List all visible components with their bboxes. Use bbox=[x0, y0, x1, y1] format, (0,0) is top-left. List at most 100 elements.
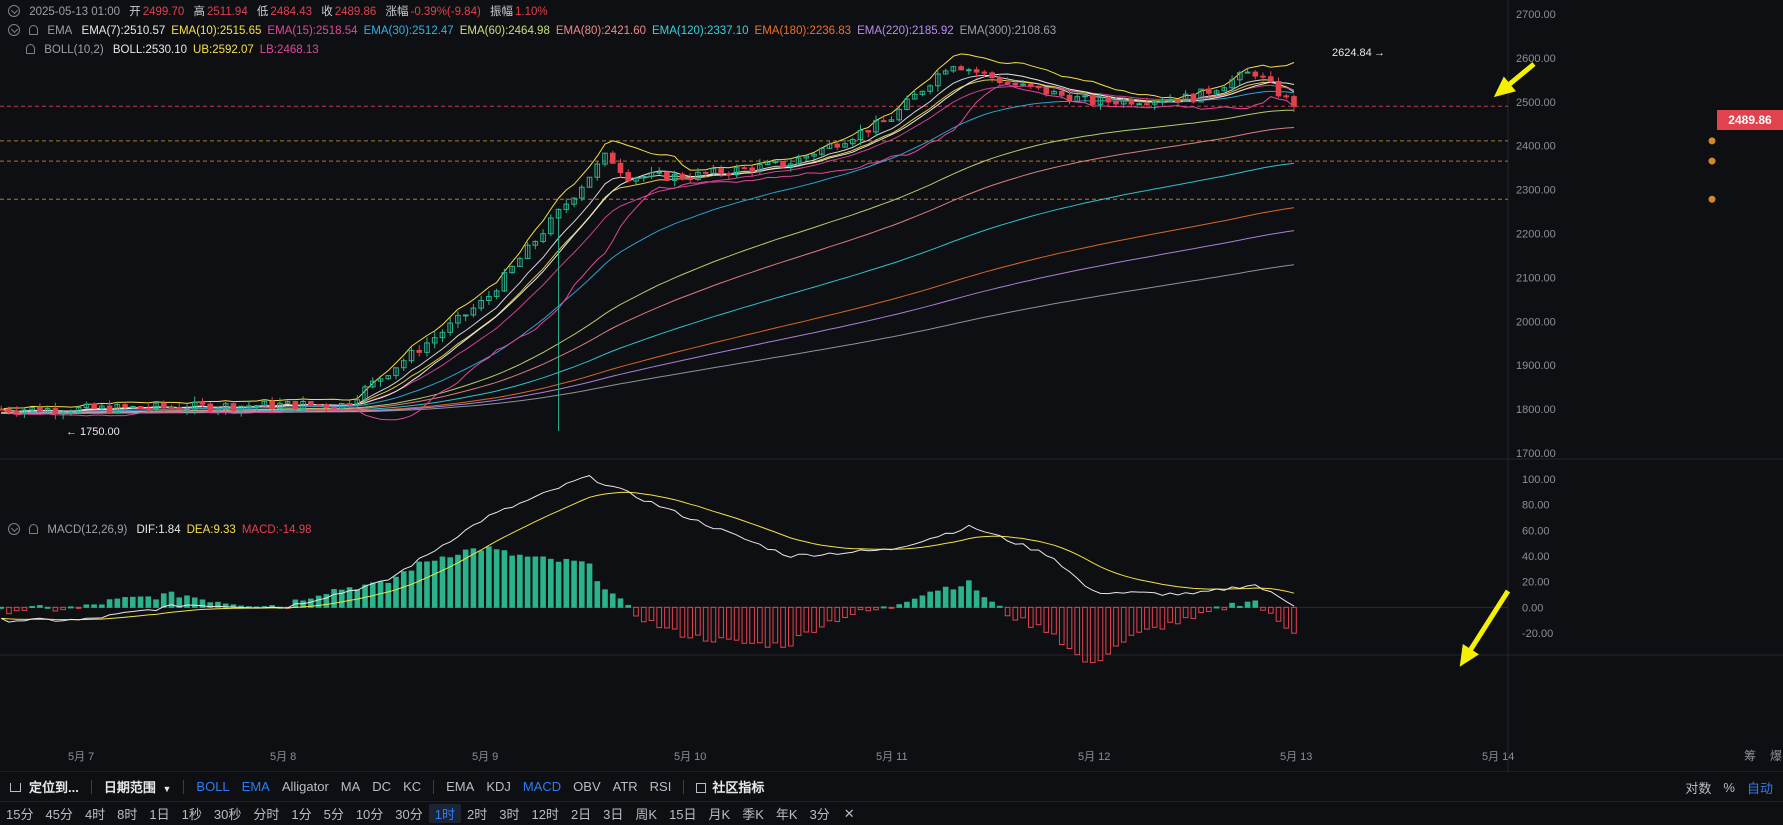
locate-button[interactable]: 定位到... bbox=[0, 777, 85, 796]
candle-body bbox=[532, 240, 539, 246]
main-indicator-dc[interactable]: DC bbox=[372, 779, 392, 794]
candle-body bbox=[710, 168, 717, 174]
macd-histogram-bar bbox=[764, 606, 771, 648]
interval-8[interactable]: 8时 bbox=[117, 807, 138, 822]
interval-4[interactable]: 4时 bbox=[84, 807, 106, 822]
candle-body bbox=[609, 152, 616, 164]
candle-body bbox=[880, 120, 887, 123]
ema-line bbox=[1, 162, 1295, 414]
scale-option-[interactable]: % bbox=[1723, 779, 1735, 795]
candle-body bbox=[184, 408, 190, 411]
macd-histogram-bar bbox=[122, 597, 128, 608]
macd-histogram-bar bbox=[1175, 606, 1181, 625]
interval-1[interactable]: 1日 bbox=[149, 807, 170, 822]
chart-canvas[interactable]: 2700.00 2600.00 2500.00 2400.00 2300.00 2200.… bbox=[0, 0, 1783, 771]
candle-body bbox=[300, 401, 306, 410]
macd-histogram-bar bbox=[826, 606, 833, 622]
interval-30[interactable]: 30秒 bbox=[213, 807, 242, 822]
low-marker-label: 1750.00 bbox=[80, 426, 120, 438]
datetime-text: 2025-05-13 01:00 bbox=[29, 6, 121, 18]
candle-body bbox=[687, 178, 693, 181]
main-indicator-ma[interactable]: MA bbox=[340, 779, 361, 794]
candle-body bbox=[160, 402, 167, 408]
interval-3[interactable]: 3时 bbox=[499, 807, 520, 822]
sub-indicator-macd[interactable]: MACD bbox=[522, 779, 562, 794]
alert-icon[interactable] bbox=[29, 524, 39, 534]
sub-indicator-kdj[interactable]: KDJ bbox=[486, 779, 511, 794]
candle-body bbox=[633, 177, 639, 182]
candle-body bbox=[617, 162, 624, 174]
collapse-icon[interactable] bbox=[8, 5, 20, 17]
candle-body bbox=[594, 163, 601, 178]
macd-histogram-bar bbox=[834, 606, 841, 622]
candle-body bbox=[1128, 99, 1135, 105]
close-icon[interactable]: ✕ bbox=[843, 805, 855, 821]
candle-body bbox=[733, 167, 740, 176]
interval-[interactable]: 分时 bbox=[253, 807, 280, 822]
candle-body bbox=[1206, 88, 1212, 94]
date-range-label: 日期范围 bbox=[103, 780, 156, 795]
sub-indicator-rsi[interactable]: RSI bbox=[649, 779, 672, 794]
alert-icon[interactable] bbox=[29, 25, 39, 35]
candle-body bbox=[578, 186, 585, 199]
interval-10[interactable]: 10分 bbox=[355, 807, 384, 822]
alert-icon[interactable] bbox=[26, 44, 35, 54]
sub-indicator-ema[interactable]: EMA bbox=[446, 779, 475, 794]
interval-2[interactable]: 2日 bbox=[570, 807, 592, 822]
ema-line bbox=[1, 90, 1295, 414]
candle-body bbox=[1058, 90, 1065, 96]
candle-body bbox=[400, 360, 407, 369]
scale-options: 对数% 自动 bbox=[1679, 772, 1779, 802]
macd-histogram-bar bbox=[145, 596, 152, 608]
macd-histogram-bar bbox=[532, 556, 539, 608]
collapse-icon[interactable] bbox=[8, 523, 20, 535]
main-indicator-boll[interactable]: BOLL bbox=[196, 779, 230, 794]
macd-histogram-bar bbox=[1074, 606, 1081, 656]
price-tick-label: 2700.00 bbox=[1516, 9, 1556, 21]
interval-1[interactable]: 1秒 bbox=[181, 807, 202, 822]
scale-option-[interactable]: 自动 bbox=[1746, 780, 1773, 796]
candle-body bbox=[919, 90, 926, 95]
macd-histogram-bar bbox=[942, 586, 949, 608]
collapse-icon[interactable] bbox=[8, 24, 20, 36]
community-indicators-button[interactable]: 社区指标 bbox=[690, 777, 770, 796]
main-indicator-ema[interactable]: EMA bbox=[241, 779, 270, 794]
interval-1[interactable]: 1分 bbox=[291, 807, 312, 822]
interval-k[interactable]: 年K bbox=[775, 807, 798, 822]
interval-1[interactable]: 1时 bbox=[428, 804, 461, 823]
candle-body bbox=[1244, 71, 1251, 74]
interval-15[interactable]: 15分 bbox=[6, 807, 34, 822]
interval-12[interactable]: 12时 bbox=[531, 807, 559, 822]
date-range-dropdown[interactable]: 日期范围 ▼ bbox=[98, 777, 178, 796]
candle-body bbox=[439, 331, 446, 339]
sub-indicator-obv[interactable]: OBV bbox=[573, 779, 601, 794]
interval-k[interactable]: 月K bbox=[708, 807, 731, 822]
main-indicator-alligator[interactable]: Alligator bbox=[281, 779, 329, 794]
interval-3[interactable]: 3日 bbox=[603, 807, 624, 822]
price-tick-label: 1900.00 bbox=[1516, 360, 1556, 372]
macd-histogram-bar bbox=[702, 606, 709, 642]
candle-body bbox=[277, 402, 283, 409]
candle-body bbox=[1167, 98, 1173, 102]
interval-3[interactable]: 3分 bbox=[809, 807, 830, 822]
macd-histogram-bar bbox=[385, 582, 392, 608]
macd-histogram-bar bbox=[958, 586, 964, 608]
sub-indicator-atr[interactable]: ATR bbox=[612, 779, 638, 794]
interval-15[interactable]: 15日 bbox=[669, 807, 697, 822]
macd-histogram-bar bbox=[617, 598, 624, 608]
interval-45[interactable]: 45分 bbox=[45, 807, 73, 822]
interval-2[interactable]: 2时 bbox=[467, 807, 488, 822]
interval-k[interactable]: 季K bbox=[742, 807, 764, 822]
candle-body bbox=[1237, 72, 1243, 81]
scale-option-[interactable]: 对数 bbox=[1685, 780, 1712, 796]
interval-30[interactable]: 30分 bbox=[395, 807, 423, 822]
main-indicator-kc[interactable]: KC bbox=[403, 779, 422, 794]
candle-body bbox=[517, 258, 523, 267]
interval-k[interactable]: 周K bbox=[635, 807, 658, 822]
macd-histogram-bar bbox=[191, 597, 198, 608]
interval-5[interactable]: 5分 bbox=[323, 807, 344, 822]
macd-histogram-bar bbox=[973, 590, 980, 608]
locate-label: 定位到... bbox=[29, 780, 79, 795]
macd-histogram-bar bbox=[478, 550, 484, 608]
